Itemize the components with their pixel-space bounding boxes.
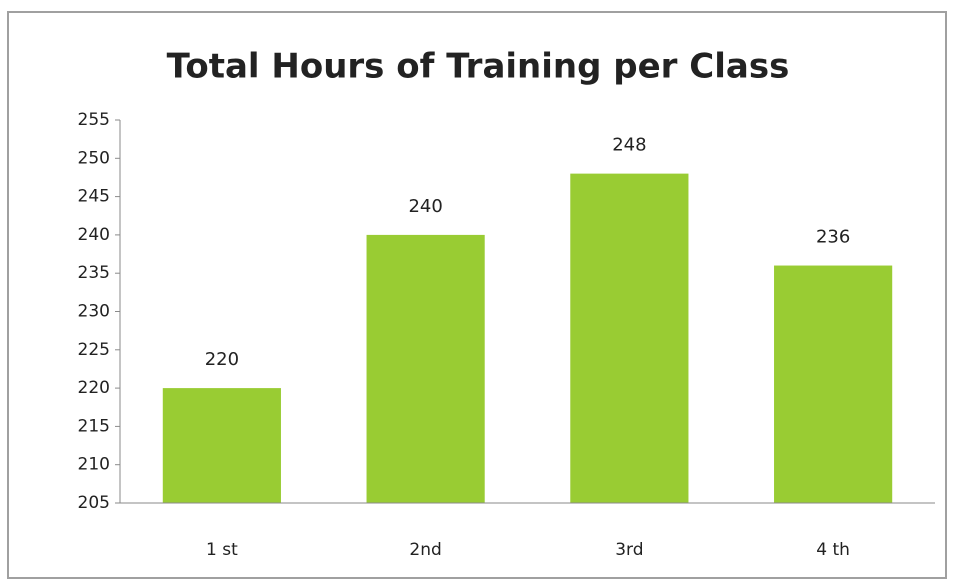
y-tick-label: 250 (78, 148, 110, 168)
y-tick-label: 255 (78, 110, 110, 130)
y-tick-label: 210 (78, 455, 110, 475)
bar (774, 265, 893, 503)
x-tick-label: 2nd (409, 540, 441, 560)
bar (570, 173, 689, 503)
x-tick-label: 1 st (206, 540, 238, 560)
x-tick-label: 3rd (615, 540, 643, 560)
y-tick-label: 205 (78, 493, 110, 513)
y-tick-label: 240 (78, 225, 110, 245)
y-tick-label: 225 (78, 340, 110, 360)
value-label: 236 (816, 227, 850, 248)
y-tick-label: 235 (78, 263, 110, 283)
value-label: 220 (205, 349, 239, 370)
bar (366, 234, 485, 503)
y-tick-label: 215 (78, 416, 110, 436)
y-tick-label: 220 (78, 378, 110, 398)
y-tick-label: 245 (78, 187, 110, 207)
x-tick-label: 4 th (816, 540, 850, 560)
y-tick-label: 230 (78, 302, 110, 322)
chart-title: Total Hours of Training per Class (167, 47, 790, 87)
value-label: 248 (612, 135, 646, 156)
value-label: 240 (408, 196, 442, 217)
bar (162, 388, 281, 503)
